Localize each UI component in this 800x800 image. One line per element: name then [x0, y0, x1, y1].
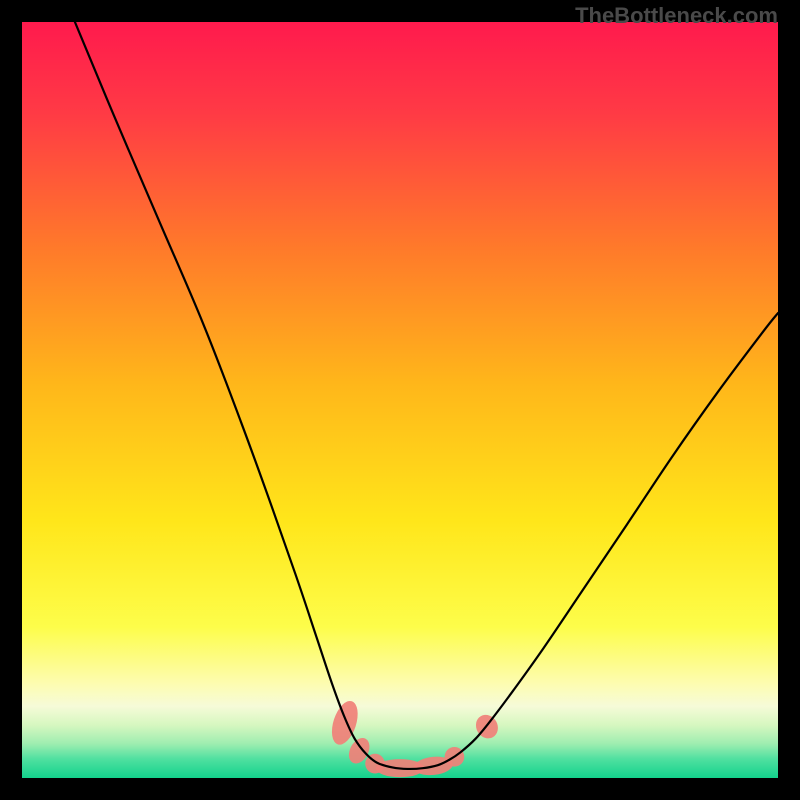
bottleneck-curve [75, 22, 778, 769]
curve-layer [22, 22, 778, 778]
chart-stage: TheBottleneck.com [0, 0, 800, 800]
watermark-text: TheBottleneck.com [575, 3, 778, 29]
plot-area [22, 22, 778, 778]
